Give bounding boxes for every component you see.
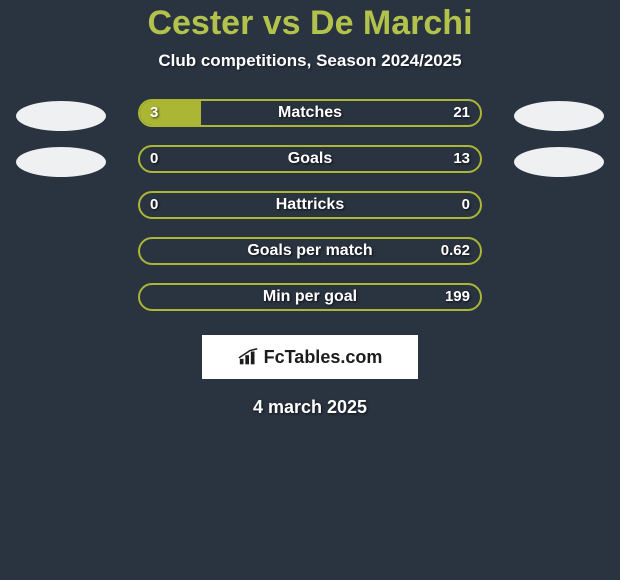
stat-bar: 3Matches21 <box>138 99 482 127</box>
value-right: 0.62 <box>441 239 470 263</box>
stat-label: Matches <box>140 101 480 125</box>
logo-box[interactable]: FcTables.com <box>202 335 418 379</box>
stat-bar: Min per goal199 <box>138 283 482 311</box>
stat-bar: 0Goals13 <box>138 145 482 173</box>
stat-label: Goals <box>140 147 480 171</box>
page-title: Cester vs De Marchi <box>0 4 620 43</box>
player-right-icon <box>514 101 604 131</box>
stat-bar: Goals per match0.62 <box>138 237 482 265</box>
bar-chart-icon <box>238 347 260 367</box>
stat-row: Min per goal199 <box>0 283 620 317</box>
stat-row: Goals per match0.62 <box>0 237 620 271</box>
value-right: 21 <box>453 101 470 125</box>
value-right: 0 <box>462 193 470 217</box>
comparison-card: Cester vs De Marchi Club competitions, S… <box>0 0 620 418</box>
stat-label: Min per goal <box>140 285 480 309</box>
player-left-icon <box>16 101 106 131</box>
stat-row: 0Hattricks0 <box>0 191 620 225</box>
logo-text: FcTables.com <box>264 347 383 368</box>
stat-row: 3Matches21 <box>0 99 620 133</box>
date: 4 march 2025 <box>0 397 620 418</box>
player-right-icon <box>514 147 604 177</box>
stats-list: 3Matches210Goals130Hattricks0Goals per m… <box>0 99 620 317</box>
stat-row: 0Goals13 <box>0 145 620 179</box>
value-right: 199 <box>445 285 470 309</box>
subtitle: Club competitions, Season 2024/2025 <box>0 51 620 71</box>
stat-label: Hattricks <box>140 193 480 217</box>
logo: FcTables.com <box>238 347 383 368</box>
stat-bar: 0Hattricks0 <box>138 191 482 219</box>
value-right: 13 <box>453 147 470 171</box>
player-left-icon <box>16 147 106 177</box>
stat-label: Goals per match <box>140 239 480 263</box>
